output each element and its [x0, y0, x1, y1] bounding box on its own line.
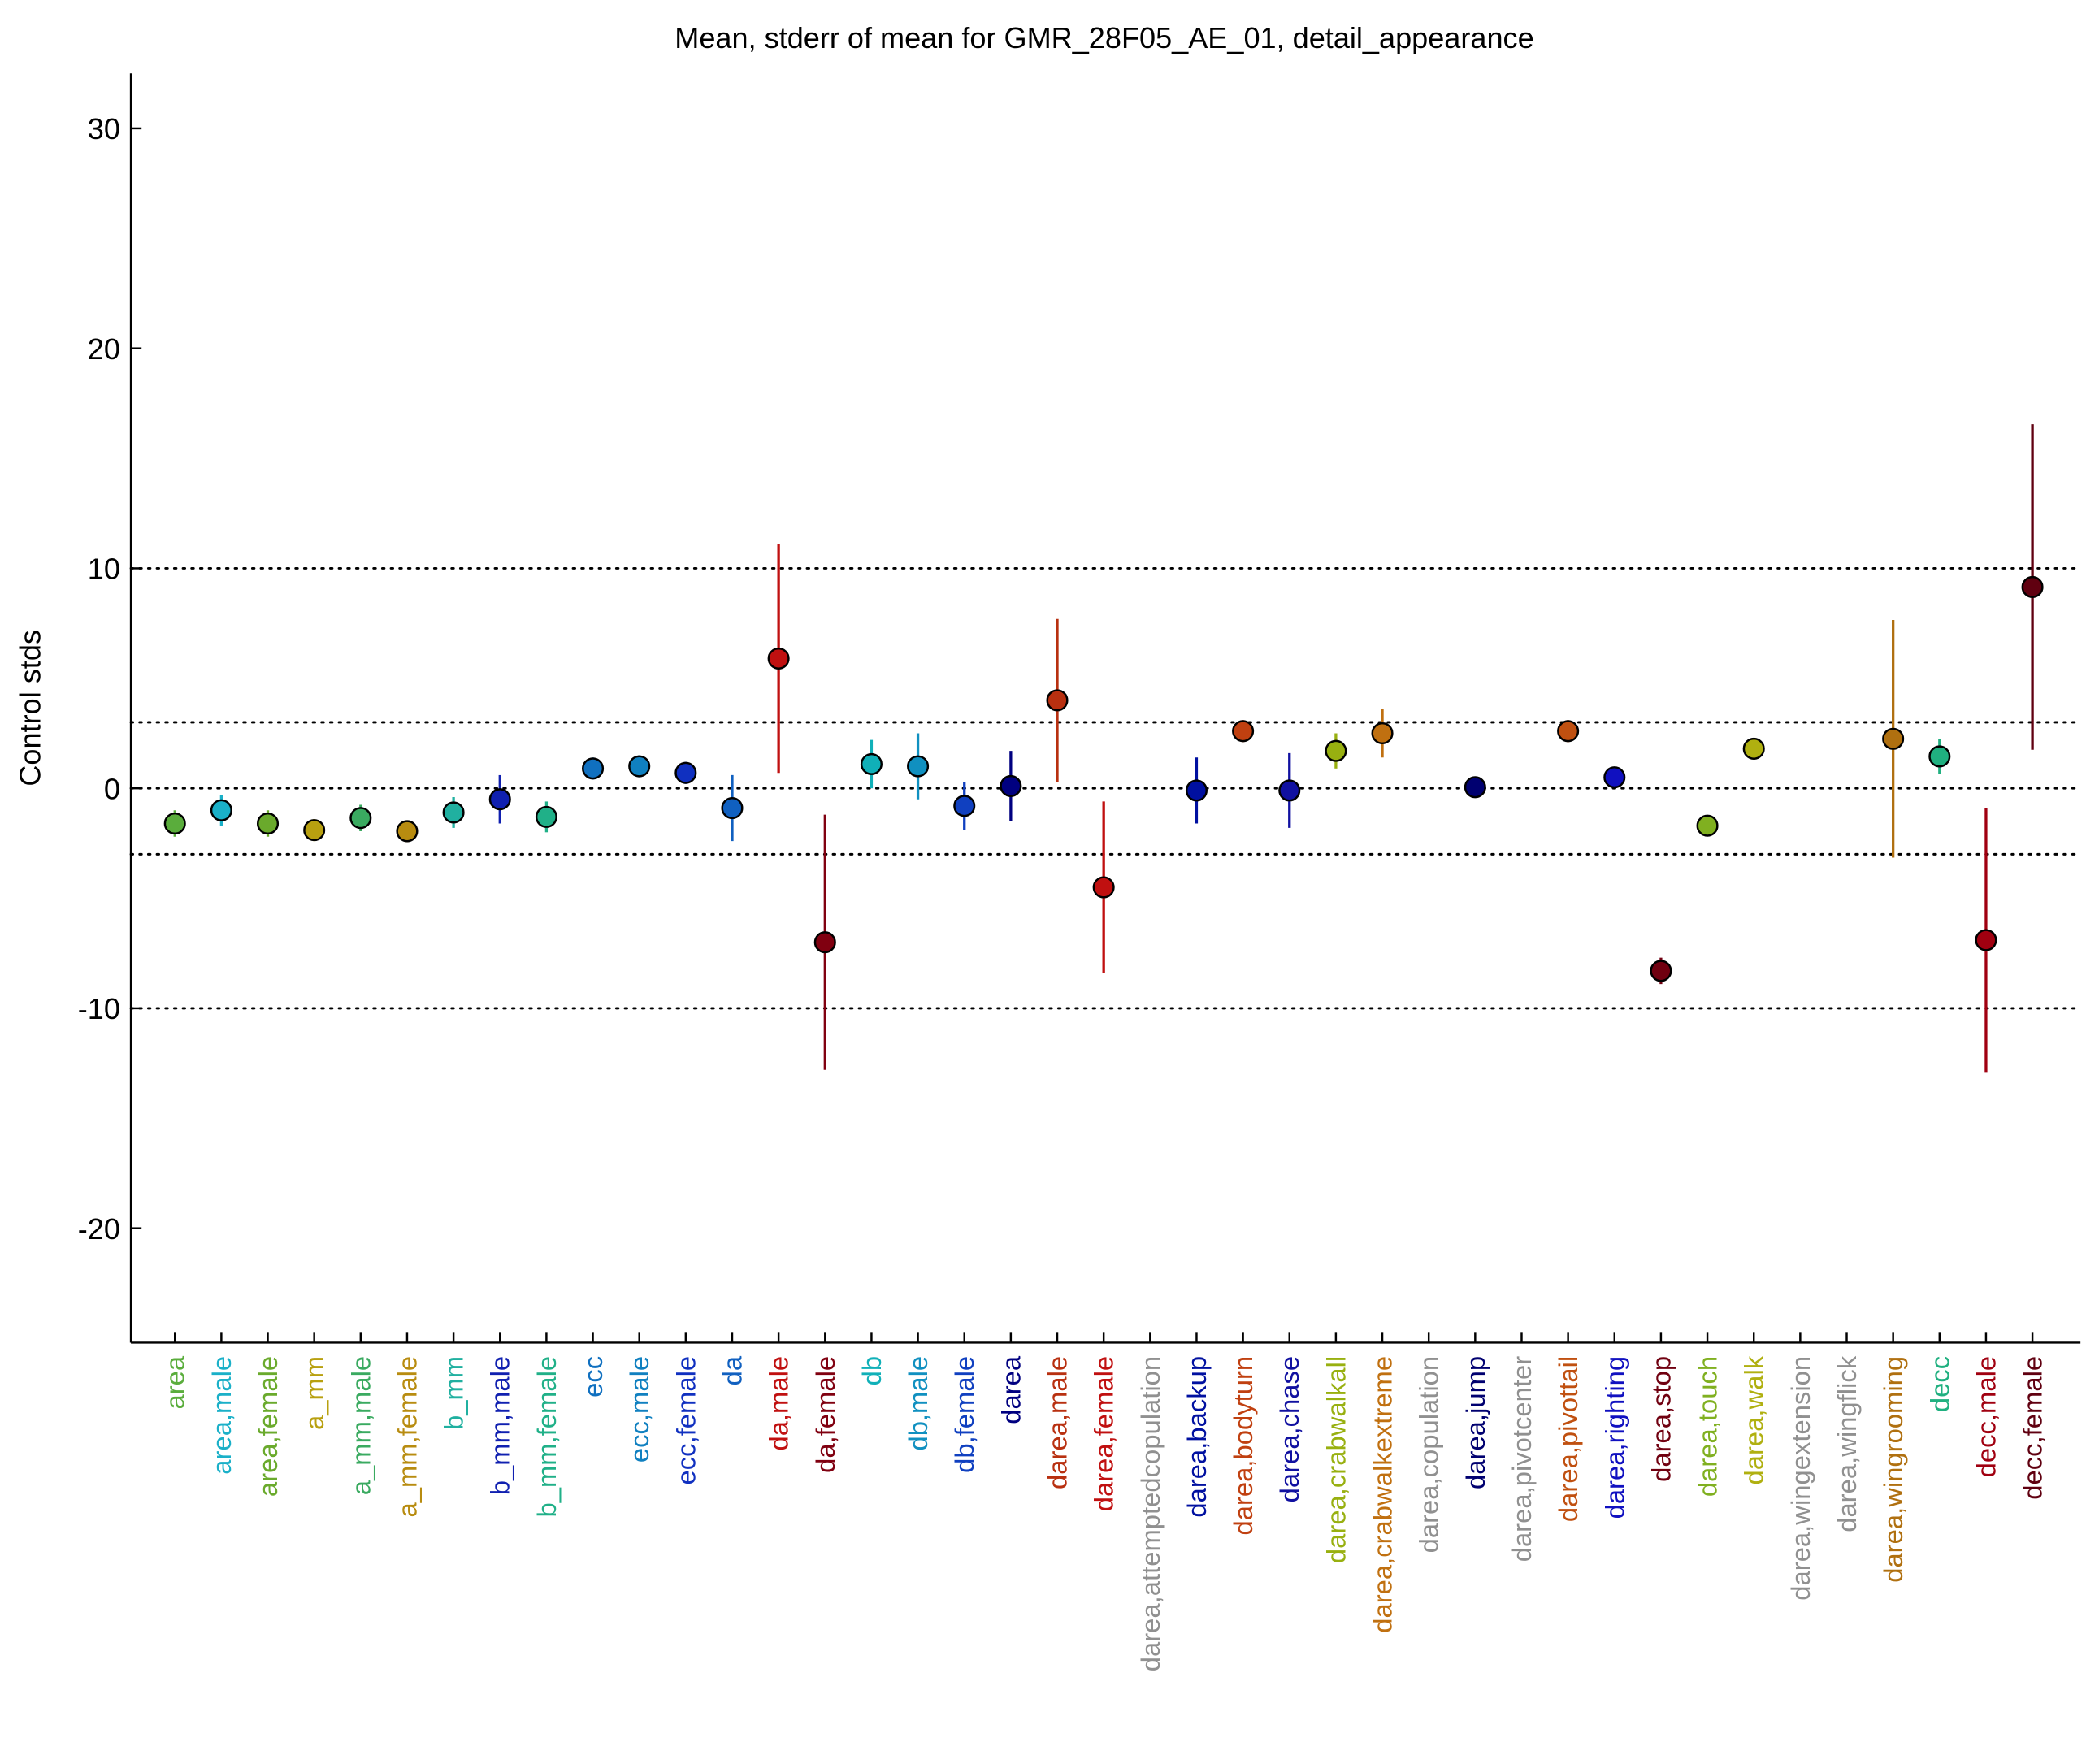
- mean-marker: [907, 755, 930, 778]
- mean-marker: [1464, 776, 1486, 799]
- mean-marker: [210, 799, 232, 821]
- mean-marker: [1742, 737, 1765, 760]
- mean-marker: [674, 761, 697, 784]
- x-tick-label: darea,copulation: [1414, 1356, 1444, 1554]
- x-tick-label: db: [857, 1356, 887, 1385]
- mean-marker: [535, 805, 557, 828]
- mean-marker: [1882, 727, 1905, 750]
- x-tick-label: b_mm: [439, 1356, 469, 1430]
- mean-marker: [1928, 745, 1951, 768]
- x-tick-label: darea: [995, 1355, 1026, 1424]
- x-tick-label: b_mm,male: [485, 1356, 515, 1495]
- mean-marker: [488, 788, 511, 811]
- mean-marker: [1278, 779, 1301, 802]
- x-tick-label: darea,attemptedcopulation: [1135, 1356, 1165, 1671]
- mean-marker: [1975, 929, 1997, 951]
- x-tick-label: ecc: [578, 1356, 608, 1398]
- mean-marker: [767, 647, 790, 670]
- y-tick-label: 0: [104, 772, 120, 805]
- mean-marker: [1046, 689, 1069, 712]
- mean-marker: [2021, 575, 2044, 598]
- chart-title: Mean, stderr of mean for GMR_28F05_AE_01…: [674, 21, 1533, 54]
- x-tick-label: darea,backup: [1182, 1356, 1212, 1518]
- x-tick-label: decc: [1924, 1356, 1954, 1412]
- x-tick-label: a_mm,female: [392, 1356, 422, 1518]
- mean-marker: [1000, 774, 1022, 798]
- mean-marker: [1371, 722, 1394, 745]
- x-tick-label: darea,pivottail: [1553, 1356, 1583, 1522]
- x-tick-label: ecc,male: [624, 1356, 654, 1463]
- mean-marker: [1092, 876, 1115, 899]
- x-tick-label: darea,jump: [1460, 1356, 1490, 1489]
- mean-marker: [1650, 960, 1672, 982]
- x-tick-label: da,female: [810, 1356, 840, 1473]
- x-tick-label: db,male: [903, 1356, 933, 1451]
- x-tick-label: darea,crabwalkextreme: [1368, 1356, 1398, 1633]
- x-tick-label: a_mm: [299, 1356, 329, 1430]
- mean-marker: [349, 807, 372, 830]
- mean-marker: [256, 812, 280, 835]
- mean-marker: [813, 931, 836, 954]
- x-tick-label: area,male: [206, 1356, 236, 1475]
- x-tick-label: darea,bodyturn: [1228, 1356, 1258, 1536]
- x-tick-label: db,female: [949, 1356, 979, 1473]
- x-tick-label: darea,male: [1043, 1356, 1073, 1489]
- x-tick-label: darea,righting: [1599, 1356, 1629, 1519]
- mean-marker: [303, 819, 326, 842]
- mean-marker: [396, 820, 419, 843]
- x-tick-label: decc,female: [2018, 1356, 2048, 1500]
- y-tick-label: 30: [88, 112, 120, 145]
- x-tick-label: darea,crabwalkall: [1321, 1356, 1351, 1563]
- x-tick-label: darea,wingrooming: [1878, 1356, 1908, 1583]
- x-tick-label: darea,stop: [1646, 1356, 1676, 1482]
- x-tick-label: decc,male: [1971, 1356, 2001, 1477]
- mean-marker: [628, 755, 651, 778]
- mean-marker: [721, 797, 744, 820]
- mean-marker: [1185, 779, 1208, 802]
- x-tick-label: darea,wingextension: [1785, 1356, 1815, 1601]
- y-tick-label: 10: [88, 553, 120, 586]
- x-tick-label: darea,pivotcenter: [1507, 1356, 1537, 1562]
- mean-marker: [1232, 720, 1255, 743]
- mean-marker: [860, 752, 883, 775]
- mean-marker: [163, 812, 186, 835]
- x-tick-label: ecc,female: [670, 1356, 700, 1485]
- mean-marker: [1557, 720, 1580, 743]
- mean-marker: [1603, 766, 1626, 789]
- y-tick-label: -10: [78, 992, 120, 1025]
- x-tick-label: area,female: [253, 1356, 283, 1497]
- x-tick-label: darea,touch: [1693, 1356, 1723, 1497]
- mean-marker: [953, 795, 976, 817]
- mean-marker: [582, 757, 605, 780]
- y-tick-label: -20: [78, 1212, 120, 1246]
- x-tick-label: b_mm,female: [531, 1356, 562, 1518]
- x-tick-label: darea,chase: [1274, 1356, 1304, 1503]
- y-tick-label: 20: [88, 332, 120, 366]
- x-tick-label: da,male: [764, 1356, 794, 1451]
- mean-marker: [442, 801, 465, 824]
- x-tick-label: darea,walk: [1739, 1355, 1769, 1484]
- mean-marker: [1325, 739, 1347, 762]
- x-tick-label: da: [717, 1355, 747, 1385]
- x-tick-label: darea,female: [1089, 1356, 1119, 1511]
- x-tick-label: darea,wingflick: [1832, 1355, 1862, 1532]
- x-tick-label: a_mm,male: [345, 1356, 375, 1495]
- x-tick-label: area: [160, 1355, 190, 1409]
- y-axis-label: Control stds: [13, 630, 46, 787]
- mean-marker: [1696, 814, 1719, 837]
